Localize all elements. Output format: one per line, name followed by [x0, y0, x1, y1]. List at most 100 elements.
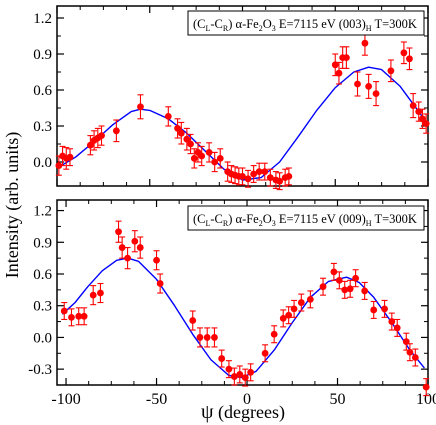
data-point [387, 67, 395, 75]
data-point [381, 305, 388, 313]
data-point [361, 287, 369, 295]
data-point [406, 55, 413, 63]
x-tick-label: 0 [243, 391, 251, 408]
legend-bottom: (CL-CR) α-Fe2O3 E=7115 eV (009)H T=300K [187, 205, 425, 231]
y-tick-label: 0.0 [33, 155, 52, 171]
data-point [98, 132, 105, 140]
data-point [341, 286, 349, 294]
data-point [198, 152, 206, 160]
data-point [415, 108, 423, 115]
data-point [393, 324, 401, 332]
data-point [225, 365, 233, 373]
data-point [352, 274, 360, 282]
x-tick-label: 100 [416, 391, 436, 408]
data-point [205, 149, 213, 156]
data-point [365, 83, 373, 90]
data-point [183, 135, 191, 143]
data-point [203, 334, 211, 341]
data-point [266, 174, 274, 182]
data-point [400, 49, 408, 57]
data-point [196, 334, 204, 341]
data-point [261, 349, 269, 357]
plot-frame-bottom [56, 199, 429, 386]
data-point [156, 280, 164, 287]
data-point [297, 299, 305, 306]
data-point [244, 175, 252, 183]
data-point [290, 305, 298, 313]
data-point [115, 228, 122, 236]
data-point [370, 306, 378, 314]
data-point [164, 113, 172, 120]
data-point [218, 355, 226, 362]
data-point [388, 318, 396, 325]
data-point [66, 153, 74, 161]
data-point [239, 173, 246, 180]
data-point [89, 291, 97, 299]
y-tick-label: 0.3 [33, 119, 52, 135]
data-point [285, 311, 293, 319]
data-point [422, 120, 430, 127]
data-point [346, 285, 354, 293]
data-point [137, 103, 144, 111]
data-point [361, 39, 369, 47]
y-tick-label: 0.3 [33, 299, 52, 315]
data-point [241, 374, 249, 381]
data-point [261, 168, 269, 176]
data-point [86, 141, 94, 149]
data-point [342, 54, 350, 61]
data-point [131, 237, 139, 245]
data-point [419, 115, 426, 123]
data-point [236, 371, 244, 378]
fit-line [61, 257, 425, 379]
legend-text-top: (CL-CR) α-Fe2O3 E=7115 eV (003)H T=300K [193, 17, 417, 33]
y-axis-label: Intensity (arb. units) [2, 132, 23, 278]
data-point [230, 373, 238, 380]
data-point [285, 173, 293, 180]
y-tick-label: -0.3 [28, 362, 52, 378]
data-point [411, 354, 419, 361]
panel-bottom: -100 -50 0 50 100 -0.3 0.0 0.3 0.6 0.9 1.2 (CL-CR)… [28, 199, 436, 408]
data-point [406, 348, 414, 356]
y-tick-label: 0.6 [33, 267, 52, 283]
x-tick-label: -50 [146, 391, 167, 408]
data-point [80, 312, 88, 320]
legend-text-bottom: (CL-CR) α-Fe2O3 E=7115 eV (009)H T=300K [193, 212, 417, 228]
data-point [55, 162, 63, 170]
data-point [422, 383, 430, 391]
panel-top: 0.0 0.3 0.6 0.9 1.2 (CL-CR) α-Fe2O3 E=7115 e… [33, 5, 430, 191]
data-point [174, 124, 181, 132]
x-tick-label: 50 [330, 391, 346, 408]
data-point [60, 307, 68, 315]
data-point [409, 102, 417, 109]
data-point [279, 315, 287, 322]
data-point [354, 80, 361, 88]
legend-box-bottom [187, 205, 425, 231]
x-tick-label: -100 [51, 391, 80, 408]
data-point [189, 317, 197, 324]
legend-box-top [187, 10, 425, 36]
data-point [276, 177, 283, 185]
data-point [335, 69, 343, 77]
data-point [118, 244, 126, 251]
data-point [331, 61, 339, 69]
data-point [247, 368, 255, 376]
y-tick-label: 0.0 [33, 330, 52, 346]
data-point [306, 295, 314, 303]
fit-curve-bottom [61, 257, 425, 379]
data-point [177, 129, 185, 137]
fit-curve-top [56, 66, 429, 181]
data-point [68, 313, 75, 321]
data-point [75, 312, 83, 320]
data-point [190, 155, 198, 162]
y-tick-label: 0.9 [33, 47, 52, 63]
ticks-top: 0.0 0.3 0.6 0.9 1.2 [33, 6, 429, 186]
data-point [211, 334, 218, 341]
y-tick-label: 0.6 [33, 83, 52, 99]
x-axis-label: ψ (degrees) [201, 401, 285, 423]
fit-line [56, 66, 429, 181]
y-tick-label: 0.9 [33, 235, 52, 251]
data-point [372, 90, 380, 97]
data-point [335, 276, 343, 284]
data-point [124, 254, 131, 262]
data-point [255, 168, 263, 176]
